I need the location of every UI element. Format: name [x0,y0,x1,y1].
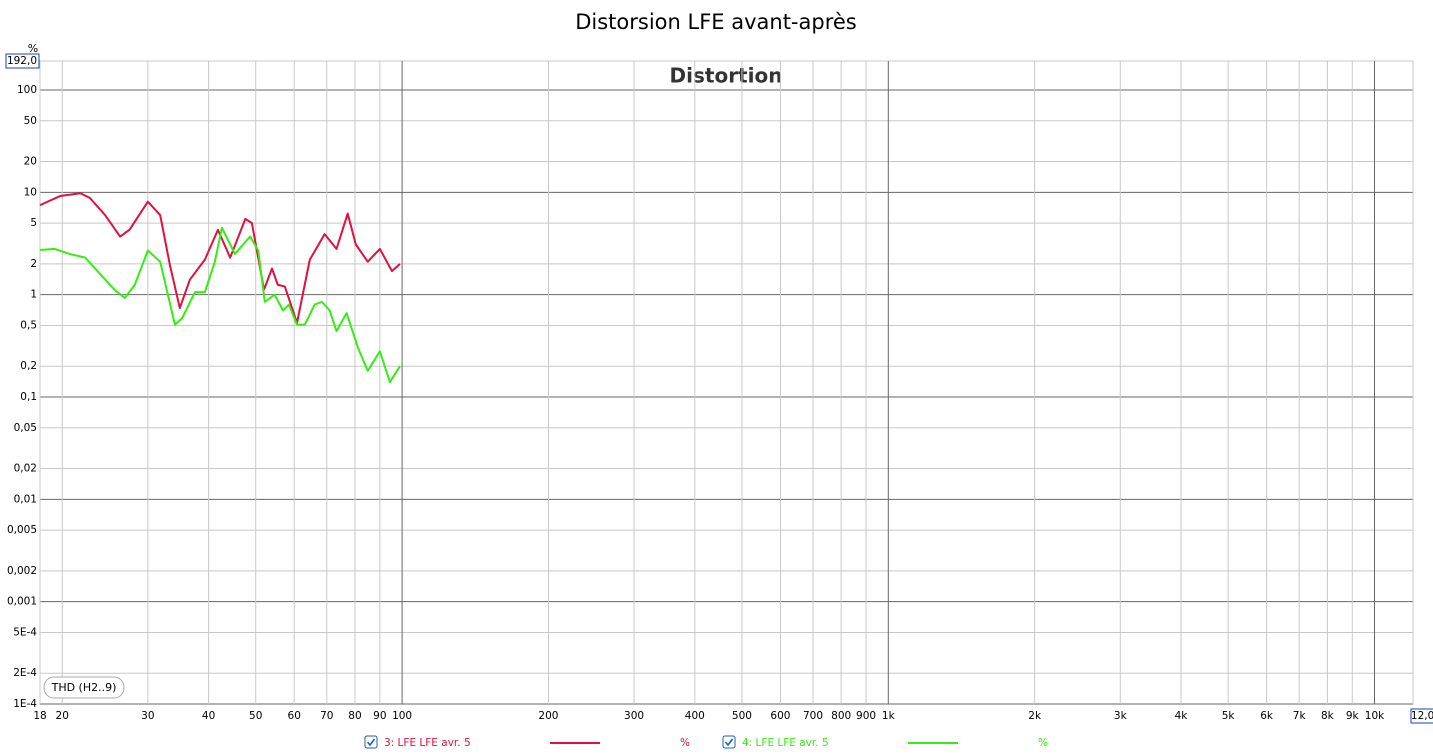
y-axis-label: % [28,42,38,55]
y-tick-label: 0,01 [14,493,37,505]
legend-label: 3: LFE LFE avr. 5 [384,737,471,749]
x-tick-label: 10k [1365,710,1385,722]
x-tick-label: 200 [538,710,558,722]
x-tick-label: 8k [1321,710,1335,722]
y-tick-label: 20 [24,156,37,168]
legend-label: 4: LFE LFE avr. 5 [742,737,829,749]
x-tick-label: 12,00k [1411,710,1433,722]
legend: 3: LFE LFE avr. 5% 4: LFE LFE avr. 5% [364,735,1048,749]
x-tick-label: 90 [373,710,386,722]
x-tick-label: 3k [1114,710,1128,722]
legend-unit: % [680,737,690,749]
x-tick-label: 600 [770,710,790,722]
y-tick-label: 0,005 [7,524,37,536]
series-line [39,192,401,324]
x-tick-label: 7k [1293,710,1307,722]
y-tick-label: 0,001 [7,596,37,608]
x-tick-label: 60 [288,710,301,722]
x-tick-label: 300 [624,710,644,722]
thd-button-label[interactable]: THD (H2..9) [51,681,117,694]
series-line [39,226,401,384]
y-tick-label: 0,5 [20,319,37,331]
x-tick-label: 70 [320,710,333,722]
legend-checkbox[interactable] [722,735,736,749]
x-tick-label: 500 [732,710,752,722]
plot-frame [39,60,1414,705]
y-tick-label: 0,02 [14,463,37,475]
x-tick-label: 800 [831,710,851,722]
legend-unit: % [1038,737,1048,749]
x-tick-label: 30 [141,710,154,722]
y-tick-label: 0,1 [20,391,37,403]
y-tick-label: 1E-4 [13,698,37,710]
thd-button[interactable] [43,676,125,699]
x-tick-label: 5k [1222,710,1236,722]
legend-checkbox[interactable] [364,735,378,749]
x-tick-label: 1k [882,710,896,722]
x-tick-label: 18 [33,710,46,722]
x-tick-label: 4k [1175,710,1189,722]
y-tick-label: 0,2 [20,360,37,372]
y-tick-label: 5E-4 [13,626,37,638]
x-tick-label: 400 [685,710,705,722]
legend-check [366,738,376,747]
y-limit-box [5,53,40,69]
y-tick-label: 50 [24,115,37,127]
x-tick-label: 6k [1260,710,1274,722]
y-tick-label: 10 [24,186,37,198]
y-tick-label: 192,0 [7,55,37,67]
x-limit-box [1410,708,1433,724]
legend-check [724,738,734,747]
grid [39,60,1414,705]
y-tick-label: 2 [30,258,37,270]
x-tick-label: 900 [856,710,876,722]
x-tick-label: 100 [392,710,412,722]
chart-title: Distorsion LFE avant-après [575,10,857,34]
x-tick-label: 80 [348,710,361,722]
plot-title: Distortion [670,64,783,88]
y-tick-label: 1 [30,289,37,301]
y-tick-label: 5 [30,217,37,229]
y-tick-label: 0,05 [14,422,37,434]
y-tick-label: 0,002 [7,565,37,577]
x-tick-label: 20 [56,710,69,722]
x-tick-label: 2k [1028,710,1042,722]
x-tick-label: 700 [803,710,823,722]
x-tick-label: 50 [249,710,262,722]
y-tick-label: 100 [17,84,37,96]
lines [39,192,401,384]
x-tick-label: 9k [1346,710,1360,722]
y-tick-label: 2E-4 [13,667,37,679]
x-tick-label: 40 [202,710,215,722]
